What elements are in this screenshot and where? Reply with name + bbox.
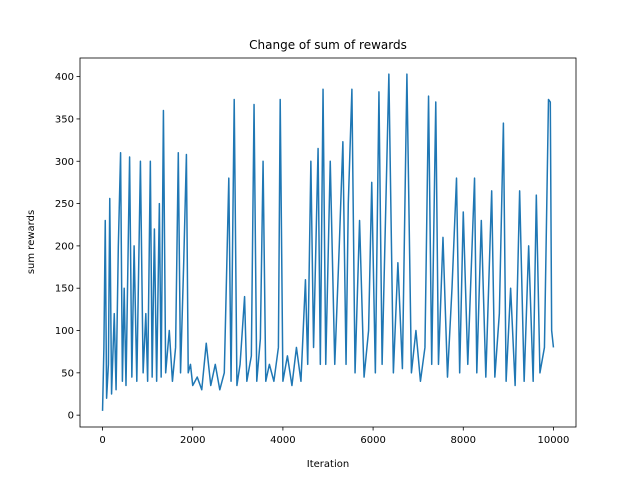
chart-title: Change of sum of rewards [249,38,407,52]
y-tick-label: 250 [55,199,74,210]
y-tick-label: 150 [55,284,74,295]
y-tick-label: 400 [55,72,74,83]
x-tick-label: 0 [99,435,105,446]
y-tick-label: 200 [55,241,74,252]
y-tick-label: 0 [68,411,74,422]
plot-frame [79,57,577,428]
y-tick-label: 50 [61,368,74,379]
x-axis-label: Iteration [307,459,349,470]
y-tick-label: 300 [55,157,74,168]
y-tick-label: 350 [55,114,74,125]
data-line [101,73,555,411]
x-tick-label: 8000 [451,435,476,446]
y-axis-label: sum rewards [26,210,37,274]
x-tick-label: 10000 [538,435,570,446]
y-tick-label: 100 [55,326,74,337]
x-tick-label: 6000 [360,435,385,446]
x-tick-label: 4000 [270,435,295,446]
x-tick-label: 2000 [180,435,205,446]
